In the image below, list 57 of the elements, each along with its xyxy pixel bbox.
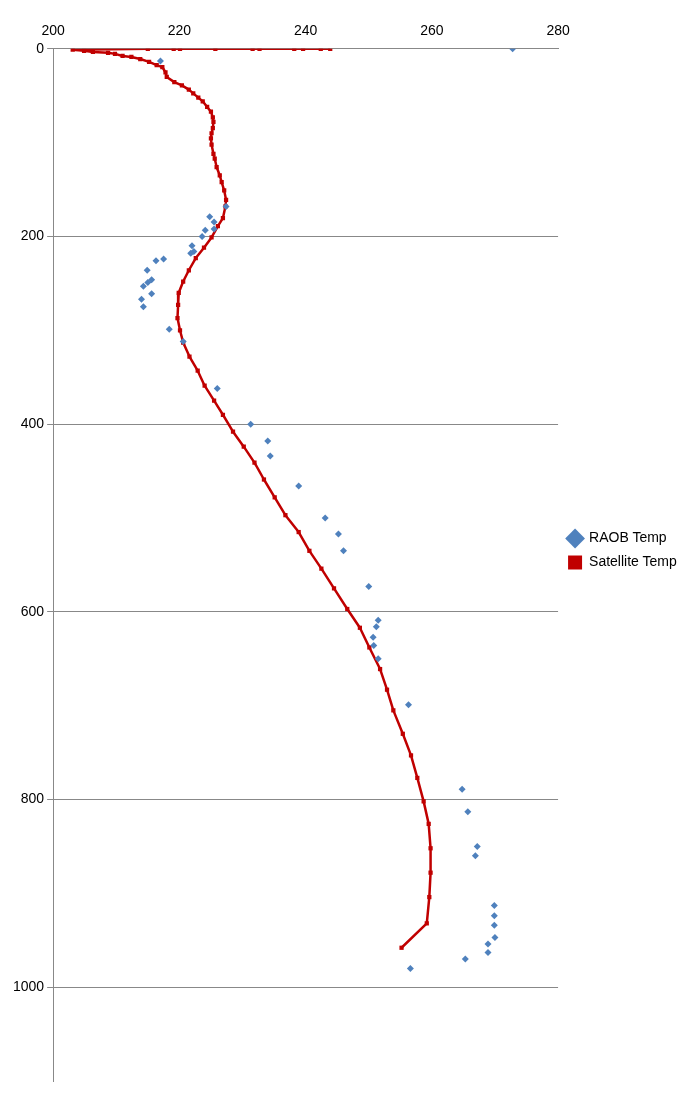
point — [490, 921, 498, 929]
point — [321, 514, 329, 522]
point — [144, 278, 152, 286]
point — [461, 955, 469, 963]
point — [247, 420, 255, 428]
y-tick-label: 800 — [20, 790, 45, 807]
point — [138, 295, 146, 303]
point — [404, 701, 412, 709]
point — [473, 842, 481, 850]
point — [372, 623, 380, 631]
point — [152, 257, 160, 265]
point — [295, 482, 303, 490]
x-tick-label: 240 — [293, 22, 318, 39]
point — [198, 232, 206, 240]
point — [188, 242, 196, 250]
y-tick-label: 0 — [36, 39, 45, 56]
point — [210, 218, 218, 226]
point — [374, 655, 382, 663]
point — [369, 633, 377, 641]
point — [148, 290, 156, 298]
point — [213, 384, 221, 392]
point — [406, 964, 414, 972]
point — [334, 530, 342, 538]
point — [471, 852, 479, 860]
point — [490, 912, 498, 920]
point — [458, 785, 466, 793]
point — [160, 255, 168, 263]
x-tick-label: 280 — [546, 22, 570, 39]
point — [464, 808, 472, 816]
point — [139, 282, 147, 290]
point — [491, 933, 499, 941]
point — [484, 940, 492, 948]
legend-label: RAOB Temp — [589, 529, 667, 546]
point — [201, 226, 209, 234]
point — [370, 642, 378, 650]
x-tick-label: 220 — [167, 22, 192, 39]
point — [148, 276, 156, 284]
point — [374, 616, 382, 624]
point — [206, 213, 214, 221]
y-tick-label: 1000 — [12, 978, 45, 995]
point — [143, 266, 151, 274]
point — [339, 547, 347, 555]
point — [210, 225, 218, 233]
point — [365, 582, 373, 590]
point — [266, 452, 274, 460]
y-tick-label: 200 — [20, 227, 45, 244]
x-tick-label: 260 — [420, 22, 444, 39]
point — [484, 948, 492, 956]
y-tick-label: 600 — [20, 602, 45, 619]
legend-label: Satellite Temp — [589, 553, 677, 570]
x-tick-label: 200 — [41, 22, 66, 39]
point — [264, 437, 272, 445]
point — [156, 57, 164, 65]
point — [139, 303, 147, 311]
point — [490, 902, 498, 910]
point — [165, 325, 173, 333]
y-tick-label: 400 — [20, 415, 45, 431]
